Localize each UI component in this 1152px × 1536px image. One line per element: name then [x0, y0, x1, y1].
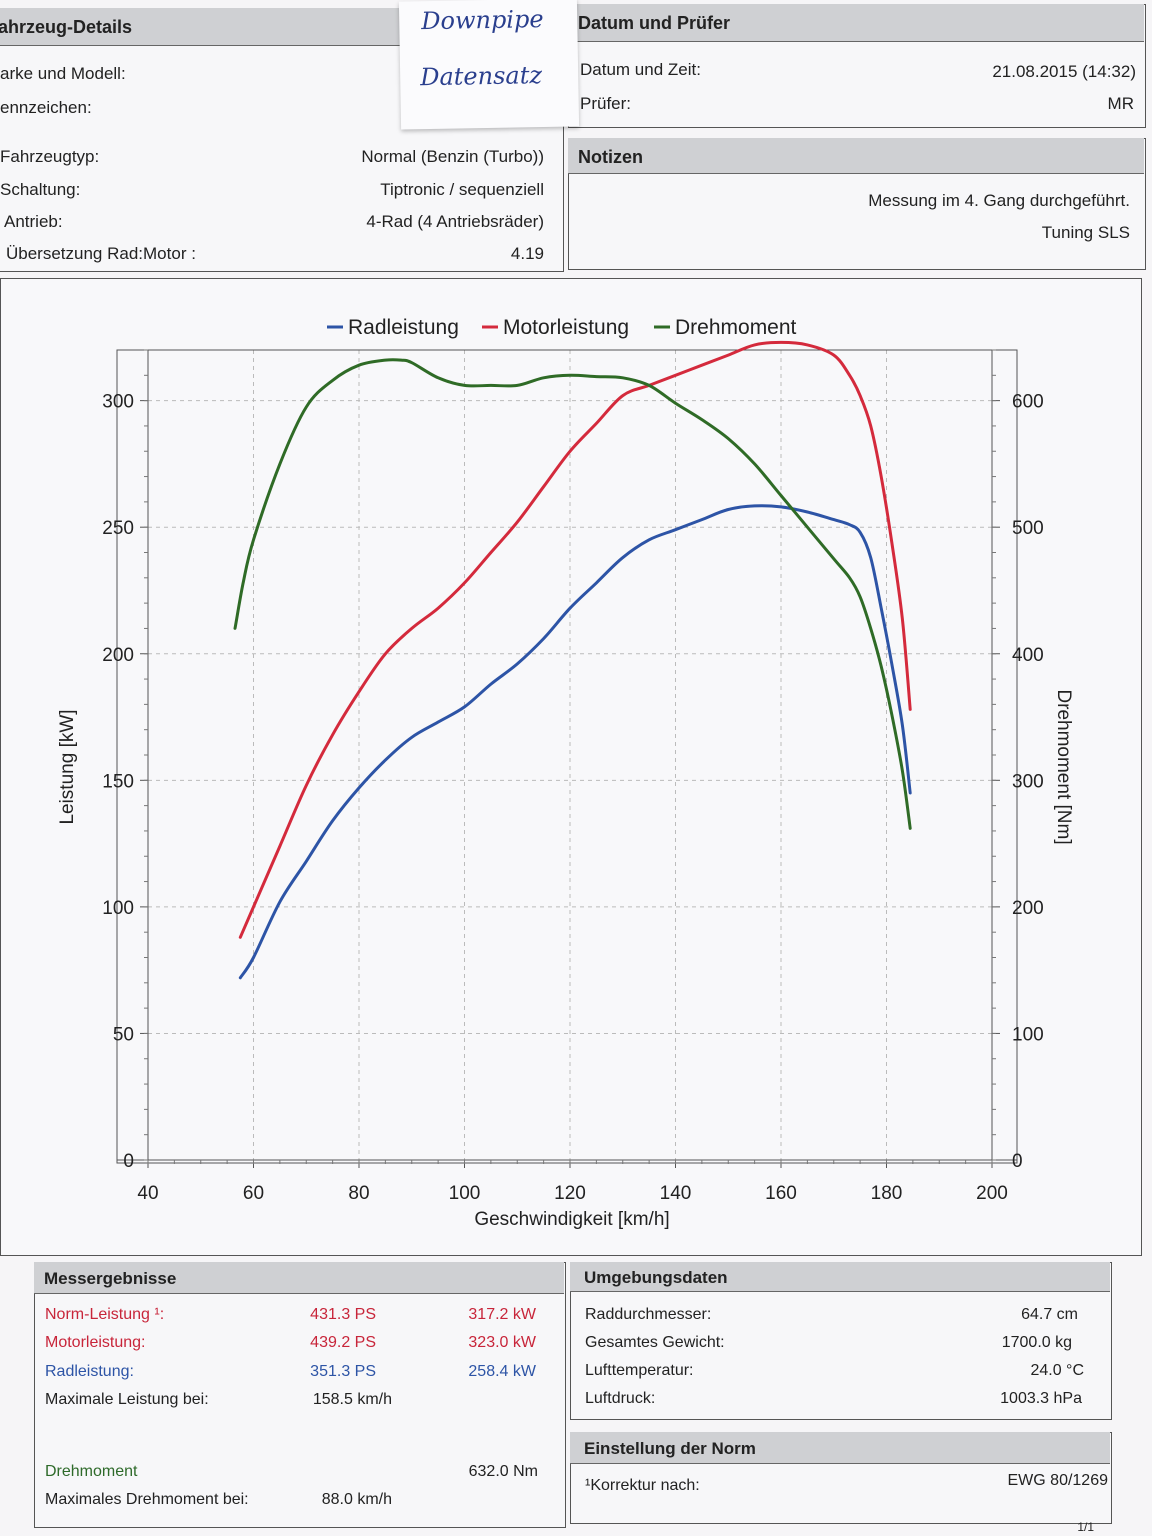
- y2-tick-label: 500: [1012, 518, 1044, 539]
- transmission-label: Schaltung:: [0, 180, 81, 199]
- motor-power-kw: 323.0 kW: [468, 1334, 536, 1351]
- series-line-motorleistung: [238, 340, 912, 939]
- legend-label-rad: Radleistung: [348, 316, 459, 339]
- legend-label-motor: Motorleistung: [503, 316, 629, 339]
- tester-value: MR: [1107, 94, 1134, 113]
- transmission-value: Tiptronic / sequenziell: [380, 180, 544, 199]
- y-tick-label: 0: [123, 1151, 134, 1172]
- x-tick-label: 60: [243, 1183, 264, 1204]
- motor-power-ps: 439.2 PS: [310, 1334, 376, 1351]
- make-model-label: arke und Modell:: [0, 64, 126, 83]
- chart-ticks: 40 60 80 100 120 140 160 180 2000501001502002503…: [102, 349, 1044, 1204]
- x-tick-label: 140: [660, 1183, 692, 1204]
- notes-line-2: Tuning SLS: [1041, 223, 1130, 242]
- torque-label: Drehmoment: [45, 1463, 138, 1480]
- x-tick-label: 160: [765, 1183, 797, 1204]
- drive-label: Antrieb:: [4, 212, 63, 231]
- y2-tick-label: 400: [1012, 645, 1044, 666]
- norm-power-kw: 317.2 kW: [468, 1306, 536, 1323]
- drive-value: 4-Rad (4 Antriebsräder): [366, 212, 544, 231]
- chart-frame: [0, 278, 1142, 1256]
- wheel-power-kw: 258.4 kW: [468, 1363, 536, 1380]
- motor-power-label: Motorleistung:: [45, 1334, 146, 1351]
- wheel-power-ps: 351.3 PS: [310, 1363, 376, 1380]
- ratio-value: 4.19: [510, 244, 544, 263]
- y2-tick-label: 200: [1012, 898, 1044, 919]
- norm-correction-value: EWG 80/1269: [1007, 1472, 1109, 1489]
- chart-lines: [233, 340, 912, 980]
- y-axis-label: Leistung [kW]: [57, 709, 78, 824]
- norm-power-label: Norm-Leistung ¹:: [45, 1306, 165, 1323]
- legend-label-torque: Drehmoment: [675, 316, 797, 339]
- y2-tick-label: 600: [1012, 392, 1044, 413]
- x-tick-label: 100: [449, 1183, 481, 1204]
- norm-header: Einstellung der Norm: [570, 1432, 1110, 1464]
- norm-correction-label: ¹Korrektur nach:: [585, 1477, 700, 1494]
- series-line-radleistung: [238, 504, 912, 980]
- datetime-value: 21.08.2015 (14:32): [992, 62, 1136, 81]
- results-panel: [34, 1262, 566, 1528]
- y2-tick-label: 0: [1012, 1151, 1023, 1172]
- results-header: Messergebnisse: [34, 1262, 564, 1294]
- x-axis-label: Geschwindigkeit [km/h]: [474, 1209, 669, 1230]
- air-pressure-label: Luftdruck:: [585, 1390, 656, 1407]
- vehicle-type-value: Normal (Benzin (Turbo)): [361, 147, 544, 166]
- max-torque-at-label: Maximales Drehmoment bei:: [45, 1491, 249, 1508]
- x-tick-label: 180: [871, 1183, 903, 1204]
- wheel-diameter-value: 64.7 cm: [1021, 1306, 1078, 1323]
- x-tick-label: 200: [976, 1183, 1008, 1204]
- total-weight-label: Gesamtes Gewicht:: [585, 1334, 725, 1351]
- series-line-drehmoment: [233, 358, 912, 830]
- notes-line-1: Messung im 4. Gang durchgeführt.: [868, 191, 1130, 210]
- wheel-power-label: Radleistung:: [45, 1363, 134, 1380]
- x-tick-label: 40: [137, 1183, 158, 1204]
- total-weight-value: 1700.0 kg: [1001, 1334, 1072, 1351]
- y2-tick-label: 100: [1012, 1024, 1044, 1045]
- y2-axis-label: Drehmoment [Nm]: [1053, 689, 1074, 844]
- date-tester-header: Datum und Prüfer: [568, 4, 1144, 42]
- tester-label: Prüfer:: [580, 94, 632, 113]
- dyno-chart: 40 60 80 100 120 140 160 180 2000501001502002503…: [57, 316, 1074, 1230]
- y-tick-label: 100: [102, 898, 134, 919]
- datetime-label: Datum und Zeit:: [580, 60, 701, 79]
- max-power-at-label: Maximale Leistung bei:: [45, 1391, 209, 1408]
- torque-value: 632.0 Nm: [468, 1463, 538, 1480]
- air-temp-value: 24.0 °C: [1030, 1362, 1084, 1379]
- page-number: 1/1: [1077, 1520, 1094, 1534]
- chart-grid: [148, 350, 992, 1160]
- air-pressure-value: 1003.3 hPa: [1000, 1390, 1082, 1407]
- max-torque-at-value: 88.0 km/h: [321, 1491, 392, 1508]
- notes-header: Notizen: [568, 138, 1144, 174]
- plate-label: ennzeichen:: [0, 98, 92, 117]
- chart-legend: Radleistung Motorleistung Drehmoment: [327, 316, 797, 339]
- y-tick-label: 50: [113, 1024, 134, 1045]
- max-power-at-value: 158.5 km/h: [312, 1391, 392, 1408]
- wheel-diameter-label: Raddurchmesser:: [585, 1306, 712, 1323]
- y-tick-label: 300: [102, 392, 134, 413]
- y-tick-label: 250: [102, 518, 134, 539]
- ambient-header: Umgebungsdaten: [570, 1262, 1110, 1292]
- y-tick-label: 150: [102, 771, 134, 792]
- x-tick-label: 80: [348, 1183, 369, 1204]
- vehicle-type-label: Fahrzeugtyp:: [0, 147, 100, 166]
- norm-power-ps: 431.3 PS: [310, 1306, 376, 1323]
- plot-area-border: [116, 349, 1018, 1164]
- x-tick-label: 120: [554, 1183, 586, 1204]
- air-temp-label: Lufttemperatur:: [585, 1362, 694, 1379]
- y2-tick-label: 300: [1012, 771, 1044, 792]
- ratio-label: Übersetzung Rad:Motor :: [6, 244, 196, 263]
- y-tick-label: 200: [102, 645, 134, 666]
